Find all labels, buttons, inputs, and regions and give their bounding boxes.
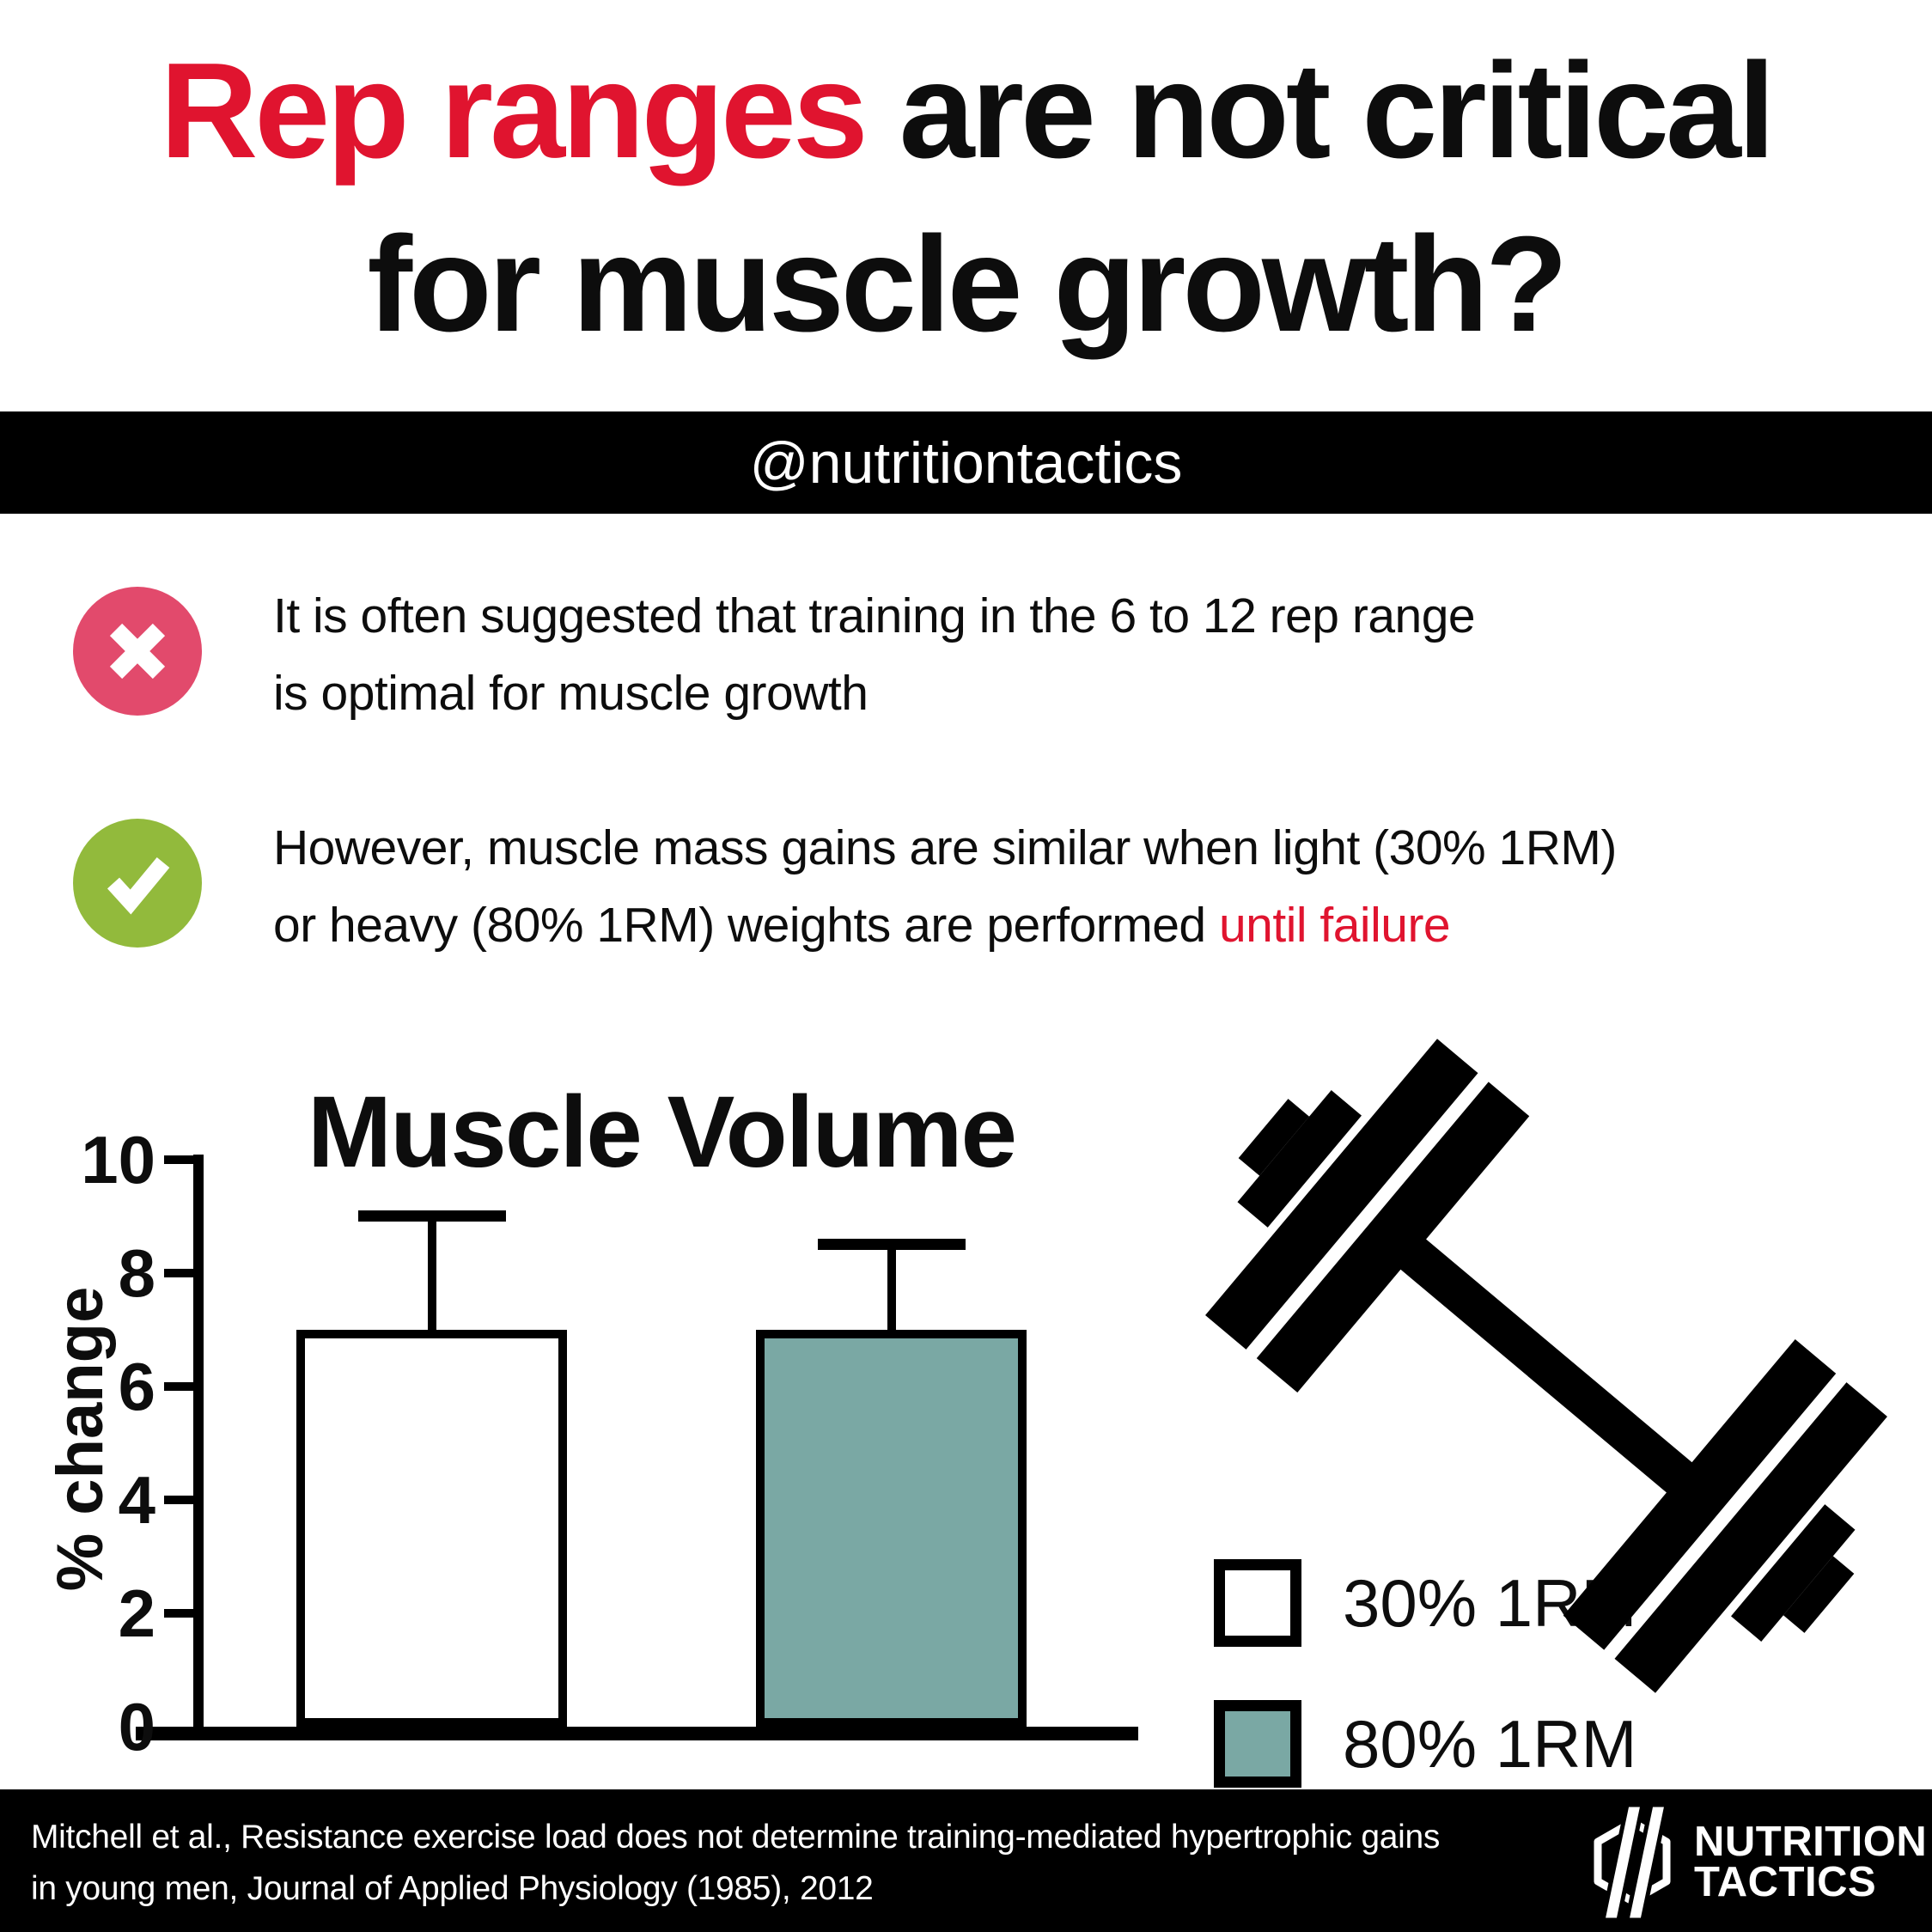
check-glyph [107, 856, 170, 915]
handle-bar: @nutritiontactics [0, 411, 1932, 514]
point-2-line-1: However, muscle mass gains are similar w… [273, 820, 1617, 875]
y-tick-label: 8 [118, 1235, 155, 1311]
y-tick [164, 1609, 193, 1618]
citation-line-2: in young men, Journal of Applied Physiol… [31, 1870, 874, 1907]
handle-text: @nutritiontactics [749, 430, 1183, 496]
cross-glyph [109, 623, 166, 680]
page-title: Rep ranges are not critical for muscle g… [0, 24, 1932, 371]
logo-n-icon [1594, 1802, 1671, 1923]
y-tick [164, 1155, 193, 1164]
x-axis [136, 1727, 1138, 1740]
point-2-text: However, muscle mass gains are similar w… [273, 809, 1617, 964]
y-tick-label: 10 [81, 1122, 155, 1198]
legend-label: 80% 1RM [1343, 1706, 1637, 1782]
citation: Mitchell et al., Resistance exercise loa… [31, 1812, 1440, 1915]
title-highlight: Rep ranges [160, 35, 868, 186]
logo-line-1: NUTRITION [1694, 1819, 1928, 1865]
chart-legend: 30% 1RM 80% 1RM [1214, 1559, 1636, 1788]
legend-row: 80% 1RM [1214, 1700, 1636, 1788]
dumbbell-icon [1205, 1039, 1887, 1693]
title-line1: Rep ranges are not critical [0, 24, 1932, 198]
error-bar-whisker [887, 1245, 896, 1330]
y-tick-label: 0 [118, 1689, 155, 1764]
y-tick-label: 4 [118, 1462, 155, 1538]
point-2-line-2-prefix: or heavy (80% 1RM) weights are performed [273, 898, 1206, 953]
error-bar-whisker [427, 1216, 436, 1330]
legend-swatch [1214, 1559, 1301, 1647]
y-tick [164, 1269, 193, 1277]
error-bar-cap [357, 1210, 506, 1222]
point-1-text: It is often suggested that training in t… [273, 577, 1476, 732]
point-2-line-2: or heavy (80% 1RM) weights are performed… [273, 887, 1617, 964]
legend-row: 30% 1RM [1214, 1559, 1636, 1647]
point-2-highlight: until failure [1218, 898, 1451, 953]
error-bar-cap [817, 1239, 966, 1250]
title-line2: for muscle growth? [367, 209, 1569, 360]
y-axis [193, 1155, 204, 1734]
logo-line-2: TACTICS [1694, 1859, 1877, 1905]
chart-bar-30--1rm [296, 1330, 567, 1727]
footer-bar: Mitchell et al., Resistance exercise loa… [0, 1789, 1932, 1932]
title-rest: are not critical [899, 35, 1776, 186]
chart-bar-80--1rm [756, 1330, 1027, 1727]
y-tick [164, 1382, 193, 1391]
chart-title: Muscle Volume [307, 1075, 1017, 1189]
point-1-line-2: is optimal for muscle growth [273, 666, 868, 721]
cross-icon [73, 587, 202, 716]
nutrition-tactics-logo: NUTRITION TACTICS [1589, 1800, 1927, 1924]
y-tick-label: 2 [118, 1575, 155, 1651]
legend-swatch [1214, 1700, 1301, 1788]
y-tick [164, 1496, 193, 1504]
y-tick-label: 6 [118, 1349, 155, 1424]
check-icon [73, 819, 202, 948]
logo-text: NUTRITION TACTICS [1694, 1819, 1928, 1905]
citation-line-1: Mitchell et al., Resistance exercise loa… [31, 1819, 1441, 1856]
point-1-line-1: It is often suggested that training in t… [273, 588, 1476, 643]
